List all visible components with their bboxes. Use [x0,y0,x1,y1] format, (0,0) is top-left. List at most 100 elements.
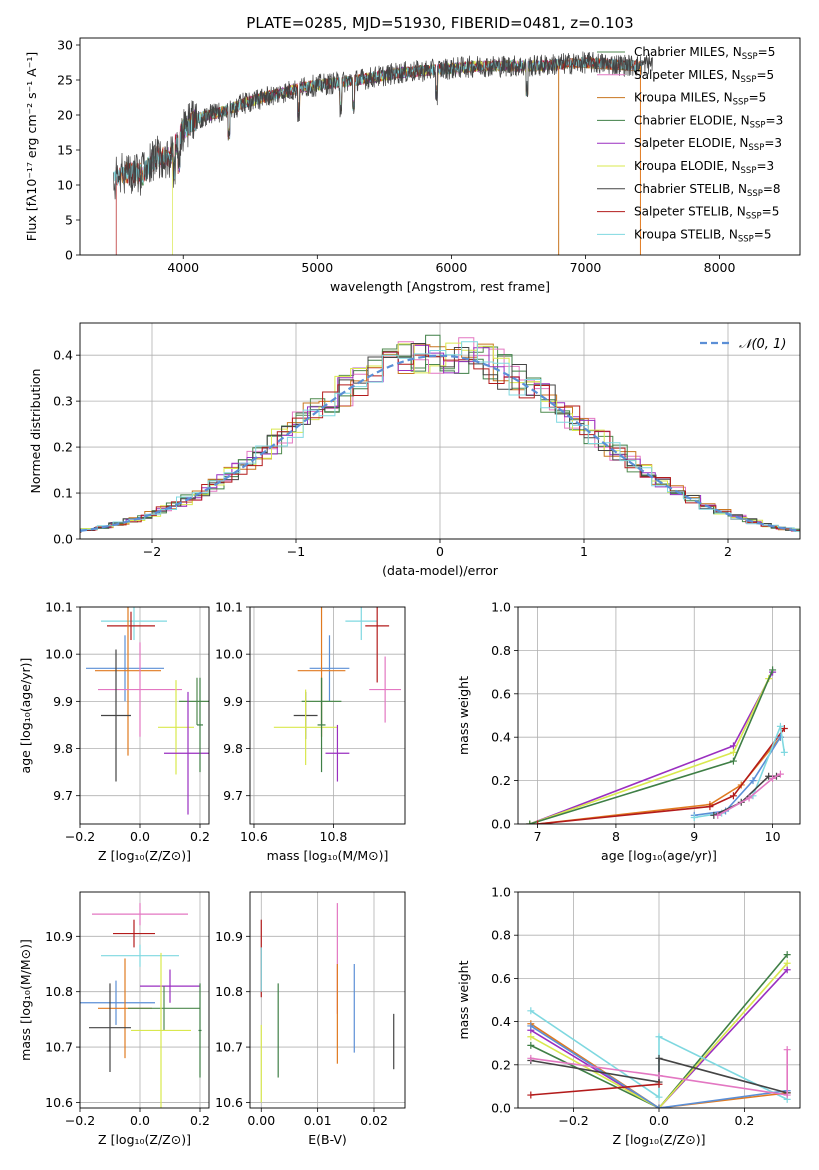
y-tick-label: 0.4 [491,730,511,745]
x-tick-label: 0.0 [130,1113,150,1128]
y-tick-label: 30 [57,38,73,53]
x-tick-label: 5000 [301,260,333,275]
weight-marker-kroupa_stelib [776,722,784,730]
y-tick-label: 0.6 [491,686,511,701]
figure-title: PLATE=0285, MJD=51930, FIBERID=0481, z=0… [246,14,633,32]
plot-area-spectrum [113,51,653,255]
axes-frame [249,891,406,1109]
weight-marker-chabrier_elodie [729,757,737,765]
y-tick-label: 0.6 [491,971,511,986]
weight-marker-kroupa_stelib [690,813,698,821]
y-tick-label: 0.2 [491,1057,511,1072]
y-tick-label: 0.2 [491,773,511,788]
spectrum-line-salpeter_stelib [115,57,642,255]
x-tick-label: 7000 [570,260,602,275]
x-tick-label: 8000 [704,260,736,275]
legend-label: Kroupa STELIB, NSSP=5 [634,227,772,244]
axes-frame [517,891,801,1109]
y-tick-label: 0.4 [53,348,73,363]
weight-marker-salpeter_stelib [534,820,542,824]
y-tick-label: 0.0 [53,532,73,547]
y-tick-label: 10.0 [215,647,243,662]
x-axis-label: E(B-V) [308,1132,347,1147]
legend-label: Salpeter STELIB, NSSP=5 [634,205,779,222]
legend: Chabrier MILES, NSSP=5 Salpeter MILES, NS… [597,45,783,244]
y-tick-label: 0.8 [491,643,511,658]
x-axis-label: mass [log₁₀(M/M⊙)] [267,848,389,863]
weight-marker-kroupa_stelib [655,1093,663,1101]
legend-label: Salpeter MILES, NSSP=5 [634,68,774,85]
weight-marker-kroupa_elodie [729,748,737,756]
panel-weight_vs_age: 7 8 9 10 0.0 0.2 0.4 0.6 0.8 1.0 age [log₁₀(age/yr… [456,600,801,863]
weight-marker-salpeter_stelib [780,725,788,733]
normal-reference-curve [80,354,800,532]
x-tick-label: 10.8 [320,829,348,844]
y-tick-label: 10.7 [45,1040,73,1055]
histogram-salpeter_stelib [80,351,800,533]
weight-line-salpeter_elodie [530,969,788,1108]
plot-area-age_vs_mass [273,607,402,782]
y-tick-label: 0.3 [53,394,73,409]
panel-mass_vs_z: −0.2 0.0 0.2 10.6 10.7 10.8 10.9 Z [log₁₀(Z/Z⊙)… [18,891,210,1147]
x-tick-label: 10.6 [240,829,268,844]
y-tick-label: 1.0 [491,885,511,900]
weight-marker-salpeter_stelib [655,1080,663,1088]
weight-line-blue [694,736,782,817]
y-tick-label: 9.8 [223,741,243,756]
axes-frame [79,891,210,1109]
x-tick-label: 0.2 [190,829,210,844]
y-tick-label: 10.6 [45,1095,73,1110]
x-tick-label: 7 [534,829,542,844]
y-tick-label: 0.2 [53,440,73,455]
weight-marker-kroupa_stelib [655,1033,663,1041]
x-tick-label: 0.0 [130,829,150,844]
weight-line-salpeter_miles [530,1049,789,1096]
weight-line-salpeter_stelib [530,1083,660,1096]
y-tick-label: 10.9 [215,929,243,944]
panel-spectrum: 4000 5000 6000 7000 8000 0 5 10 15 20 25 30 waveleng… [24,37,801,294]
panel-residuals: −2 −1 0 1 2 0.0 0.1 0.2 0.3 0.4 (data-model)/error… [28,322,801,578]
x-axis-label: Z [log₁₀(Z/Z⊙)] [98,1132,191,1147]
y-tick-label: 10.1 [215,600,243,615]
weight-marker-salpeter_stelib [729,792,737,800]
x-tick-label: 0.0 [649,1113,669,1128]
y-tick-label: 5 [65,213,73,228]
y-tick-label: 10.1 [45,600,73,615]
x-tick-label: 2 [724,544,732,559]
panel-age_vs_mass: 10.6 10.8 9.7 9.8 9.9 10.0 10.1 mass [log₁₀(M/M… [215,600,406,863]
y-tick-label: 9.8 [53,741,73,756]
y-tick-label: 0.4 [491,1014,511,1029]
x-tick-label: −1 [287,544,305,559]
weight-line-orange [530,1023,788,1108]
weight-marker-blue [655,1104,663,1108]
weight-marker-salpeter_miles [745,794,753,802]
x-axis-label: Z [log₁₀(Z/Z⊙)] [98,848,191,863]
y-tick-label: 20 [57,108,73,123]
weight-marker-salpeter_stelib [527,1091,535,1099]
x-tick-label: −2 [143,544,161,559]
y-tick-label: 9.9 [53,694,73,709]
legend-label: Chabrier ELODIE, NSSP=3 [634,113,783,130]
y-tick-label: 10.8 [45,984,73,999]
weight-line-orange [537,736,782,824]
weight-marker-salpeter_miles [714,811,722,819]
histogram-chabrier_stelib [80,343,800,532]
weight-marker-salpeter_elodie [783,966,791,974]
x-tick-label: 0.2 [735,1113,755,1128]
weight-marker-chabrier_elodie [527,1041,535,1049]
y-tick-label: 10.0 [45,647,73,662]
y-axis-label: mass weight [456,960,471,1039]
weight-line-chabrier_elodie [530,954,788,1108]
weight-marker-chabrier_elodie [526,820,534,824]
x-tick-label: −0.2 [65,829,95,844]
y-tick-label: 10 [57,178,73,193]
axes-frame [79,322,801,540]
plot-area-age_vs_z [86,607,209,815]
axes-frame [79,37,801,256]
x-tick-label: −0.2 [558,1113,588,1128]
x-axis-label: age [log₁₀(age/yr)] [601,848,717,863]
plot-area-mass_vs_z [80,903,202,1108]
legend: 𝒩(0, 1) [700,337,786,352]
legend-label: Salpeter ELODIE, NSSP=3 [634,136,782,153]
